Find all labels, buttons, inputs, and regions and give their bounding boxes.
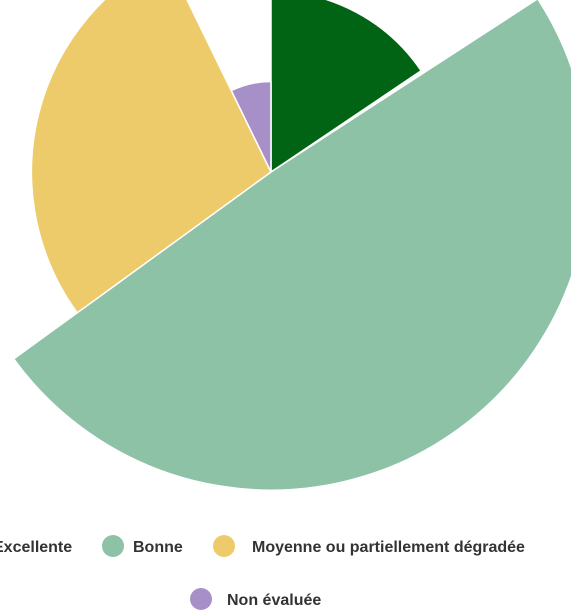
legend-item-excellente[interactable]: Excellente [0, 539, 72, 556]
legend-item-moyenne-ou-partiellement-d-grad-e[interactable]: Moyenne ou partiellement dégradée [213, 535, 525, 557]
legend-swatch-non-valu-e [190, 588, 212, 610]
legend-label-bonne: Bonne [133, 539, 183, 556]
legend-label-moyenne-ou-partiellement-d-grad-e: Moyenne ou partiellement dégradée [252, 539, 525, 556]
chart-slices [12, 0, 571, 491]
legend-label-excellente: Excellente [0, 539, 72, 556]
chart-legend: Excellente Bonne Moyenne ou partiellement … [0, 535, 525, 610]
slice-moyenne-ou-partiellement-d-grad-e[interactable] [30, 0, 272, 314]
slice-excellente[interactable] [270, 0, 422, 173]
legend-item-bonne[interactable]: Bonne [102, 535, 183, 557]
legend-item-non-valu-e[interactable]: Non évaluée [190, 588, 321, 610]
legend-swatch-moyenne-ou-partiellement-d-grad-e [213, 535, 235, 557]
legend-label-non-valu-e: Non évaluée [227, 592, 321, 609]
slice-bonne[interactable] [12, 0, 571, 491]
legend-swatch-bonne [102, 535, 124, 557]
slice-non-valu-e[interactable] [230, 80, 272, 173]
